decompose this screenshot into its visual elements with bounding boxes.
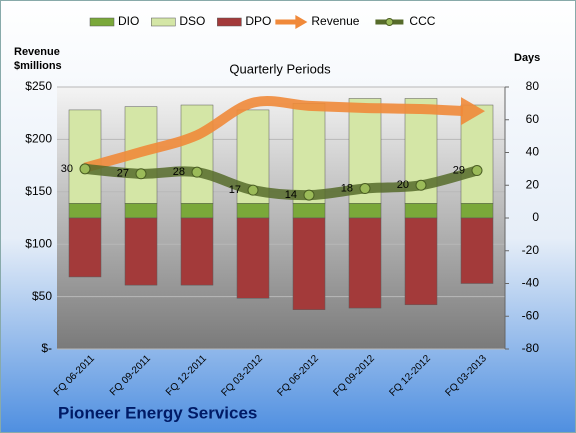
data-label: 17 (229, 184, 241, 196)
bar (180, 203, 214, 219)
legend-swatch (89, 17, 115, 27)
y-tick-label: $100 (25, 236, 52, 250)
y2-tick-label: 40 (526, 145, 540, 159)
bar (292, 203, 326, 219)
bar (68, 217, 102, 278)
bar (404, 217, 438, 306)
y2-tick-label: 60 (526, 112, 540, 126)
y2-tick-label: 0 (532, 210, 539, 224)
bar (460, 203, 494, 219)
bar (348, 217, 382, 309)
y2-tick-label: -80 (522, 341, 540, 355)
bar (180, 217, 214, 286)
y-tick-label: $- (41, 341, 52, 355)
ccc-point (191, 166, 203, 178)
legend-label: Revenue (311, 14, 359, 28)
data-label: 14 (285, 189, 297, 201)
y2-tick-label: -40 (522, 276, 540, 290)
bar (124, 217, 158, 286)
data-label: 28 (173, 166, 185, 178)
y-tick-label: $250 (25, 79, 52, 93)
data-label: 30 (61, 163, 73, 175)
subtitle: Quarterly Periods (229, 61, 331, 76)
legend-label: DIO (118, 14, 139, 28)
y2-tick-label: 80 (526, 79, 540, 93)
bar (124, 203, 158, 219)
ccc-point (359, 183, 371, 195)
ccc-point (303, 189, 315, 201)
ccc-point (247, 184, 259, 196)
legend-label: DPO (245, 14, 271, 28)
y2-tick-label: -60 (522, 308, 540, 322)
arrow-head (461, 97, 485, 126)
bar (292, 217, 326, 310)
legend-swatch (295, 15, 308, 29)
legend-label: CCC (409, 14, 435, 28)
bar (68, 203, 102, 219)
bar (460, 217, 494, 284)
bar (236, 217, 270, 299)
bar (292, 103, 326, 204)
data-label: 20 (397, 179, 409, 191)
plot-area (57, 87, 505, 349)
bar (68, 109, 102, 204)
ccc-point (471, 165, 483, 177)
chart-title: Pioneer Energy Services (58, 403, 257, 422)
data-label: 18 (341, 182, 353, 194)
bar (348, 203, 382, 219)
legend-swatch (385, 18, 394, 26)
y-tick-label: $200 (25, 132, 52, 146)
legend-swatch (151, 17, 176, 27)
ccc-point (415, 179, 427, 191)
y-tick-label: $50 (32, 289, 52, 303)
y2-tick-label: -20 (522, 243, 540, 257)
y2-tick-label: 20 (526, 177, 540, 191)
bar (180, 104, 214, 204)
y2-axis-title: Days (514, 52, 540, 64)
ccc-point (79, 163, 91, 175)
legend-label: DSO (179, 14, 205, 28)
revenue-line (83, 96, 464, 173)
y-axis-title: Revenue $millions (14, 46, 62, 72)
data-label: 29 (453, 164, 465, 176)
legend-swatch (217, 17, 242, 27)
data-label: 27 (117, 168, 129, 180)
y-tick-label: $150 (25, 184, 52, 198)
bar (404, 203, 438, 219)
bar (236, 203, 270, 219)
ccc-point (135, 168, 147, 180)
